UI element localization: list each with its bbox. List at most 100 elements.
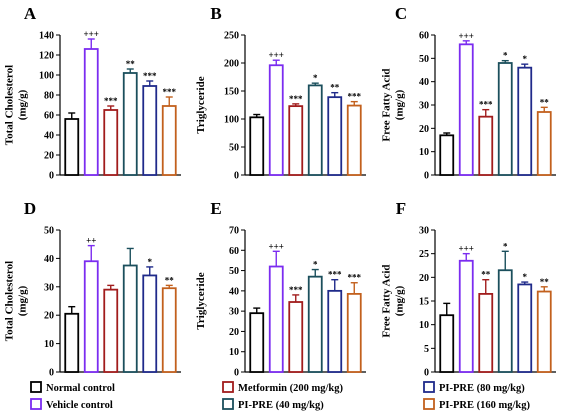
y-tick-label: 100 bbox=[224, 115, 239, 126]
legend-swatch bbox=[30, 398, 42, 410]
y-tick-label: 50 bbox=[229, 143, 239, 154]
significance-label: *** bbox=[104, 96, 118, 106]
y-tick-label: 10 bbox=[229, 347, 239, 358]
y-tick-label: 0 bbox=[424, 171, 429, 182]
y-tick-label: 5 bbox=[424, 344, 429, 355]
significance-label: +++ bbox=[459, 31, 474, 41]
significance-label: * bbox=[313, 73, 318, 83]
bar bbox=[103, 109, 119, 176]
bar bbox=[288, 105, 304, 176]
bar bbox=[249, 116, 265, 176]
bar bbox=[142, 274, 158, 373]
y-tick-label: 50 bbox=[419, 54, 429, 65]
bar bbox=[497, 269, 513, 373]
bar bbox=[327, 96, 343, 176]
legend-swatch bbox=[222, 398, 234, 410]
y-tick-label: 0 bbox=[49, 171, 54, 182]
bar bbox=[346, 292, 362, 373]
significance-label: +++ bbox=[459, 244, 474, 254]
legend-label: Normal control bbox=[46, 383, 115, 394]
legend-swatch bbox=[222, 381, 234, 393]
bar bbox=[536, 111, 552, 176]
bar bbox=[142, 85, 158, 176]
bar bbox=[64, 312, 80, 373]
y-tick-label: 20 bbox=[419, 273, 429, 284]
legend-item: Metformin (200 mg/kg) bbox=[222, 381, 343, 394]
y-tick-label: 10 bbox=[44, 339, 54, 350]
panel-letter: E bbox=[210, 199, 221, 218]
y-tick-label: 20 bbox=[229, 327, 239, 338]
y-tick-label: 200 bbox=[224, 59, 239, 70]
bar bbox=[64, 118, 80, 176]
legend-swatch bbox=[423, 381, 435, 393]
y-tick-label: 60 bbox=[419, 31, 429, 42]
significance-label: *** bbox=[328, 270, 342, 280]
y-tick-label: 80 bbox=[44, 91, 54, 102]
y-tick-label: 70 bbox=[229, 226, 239, 237]
y-tick-label: 100 bbox=[39, 71, 54, 82]
y-axis-label: Total Cholesterol bbox=[4, 65, 16, 145]
y-tick-label: 40 bbox=[44, 254, 54, 265]
y-tick-label: 60 bbox=[229, 246, 239, 257]
y-tick-label: 150 bbox=[224, 87, 239, 98]
legend-item: PI-PRE (160 mg/kg) bbox=[423, 398, 530, 411]
legend-label: PI-PRE (40 mg/kg) bbox=[238, 400, 324, 411]
y-tick-label: 30 bbox=[229, 307, 239, 318]
significance-label: * bbox=[148, 257, 153, 267]
legend-swatch bbox=[30, 381, 42, 393]
bar bbox=[249, 312, 265, 373]
y-axis-label: Free Fatty Acid bbox=[381, 68, 393, 141]
bar bbox=[122, 72, 138, 176]
significance-label: * bbox=[313, 260, 318, 270]
bar bbox=[497, 62, 513, 176]
bar bbox=[439, 134, 455, 176]
significance-label: *** bbox=[289, 285, 303, 295]
legend-label: PI-PRE (80 mg/kg) bbox=[439, 383, 525, 394]
y-tick-label: 0 bbox=[234, 368, 239, 379]
bar bbox=[458, 259, 474, 373]
y-tick-label: 40 bbox=[419, 77, 429, 88]
legend: Normal control Vehicle control Metformin (… bbox=[30, 381, 530, 411]
legend-label: Metformin (200 mg/kg) bbox=[238, 383, 343, 394]
significance-label: ** bbox=[126, 59, 136, 69]
bar bbox=[268, 265, 284, 373]
y-tick-label: 20 bbox=[44, 311, 54, 322]
bar bbox=[161, 287, 177, 373]
panel-letter: D bbox=[24, 199, 36, 218]
bar bbox=[103, 288, 119, 373]
bar bbox=[83, 48, 99, 176]
legend-item: Vehicle control bbox=[30, 398, 113, 411]
bar bbox=[478, 115, 494, 176]
significance-label: *** bbox=[348, 273, 362, 283]
bar bbox=[478, 292, 494, 373]
bar bbox=[307, 275, 323, 373]
significance-label: * bbox=[523, 54, 528, 64]
significance-label: * bbox=[523, 272, 528, 282]
y-tick-label: 30 bbox=[419, 226, 429, 237]
bar bbox=[83, 260, 99, 373]
y-axis-label: (mg/g) bbox=[394, 285, 406, 316]
y-tick-label: 40 bbox=[44, 131, 54, 142]
y-tick-label: 0 bbox=[234, 171, 239, 182]
panel-letter: F bbox=[396, 199, 406, 218]
significance-label: ** bbox=[540, 97, 550, 107]
y-tick-label: 60 bbox=[44, 111, 54, 122]
significance-label: *** bbox=[163, 87, 177, 97]
significance-label: ++ bbox=[86, 236, 96, 246]
y-tick-label: 10 bbox=[419, 147, 429, 158]
y-tick-label: 25 bbox=[419, 249, 429, 260]
significance-label: ** bbox=[165, 275, 175, 285]
y-axis-label: Total Cholesterol bbox=[4, 261, 16, 341]
panel-letter: C bbox=[395, 4, 407, 23]
y-axis-label: Triglyceride bbox=[195, 76, 207, 133]
y-axis-label: (mg/g) bbox=[17, 89, 29, 120]
significance-label: +++ bbox=[269, 241, 284, 251]
y-tick-label: 30 bbox=[44, 282, 54, 293]
